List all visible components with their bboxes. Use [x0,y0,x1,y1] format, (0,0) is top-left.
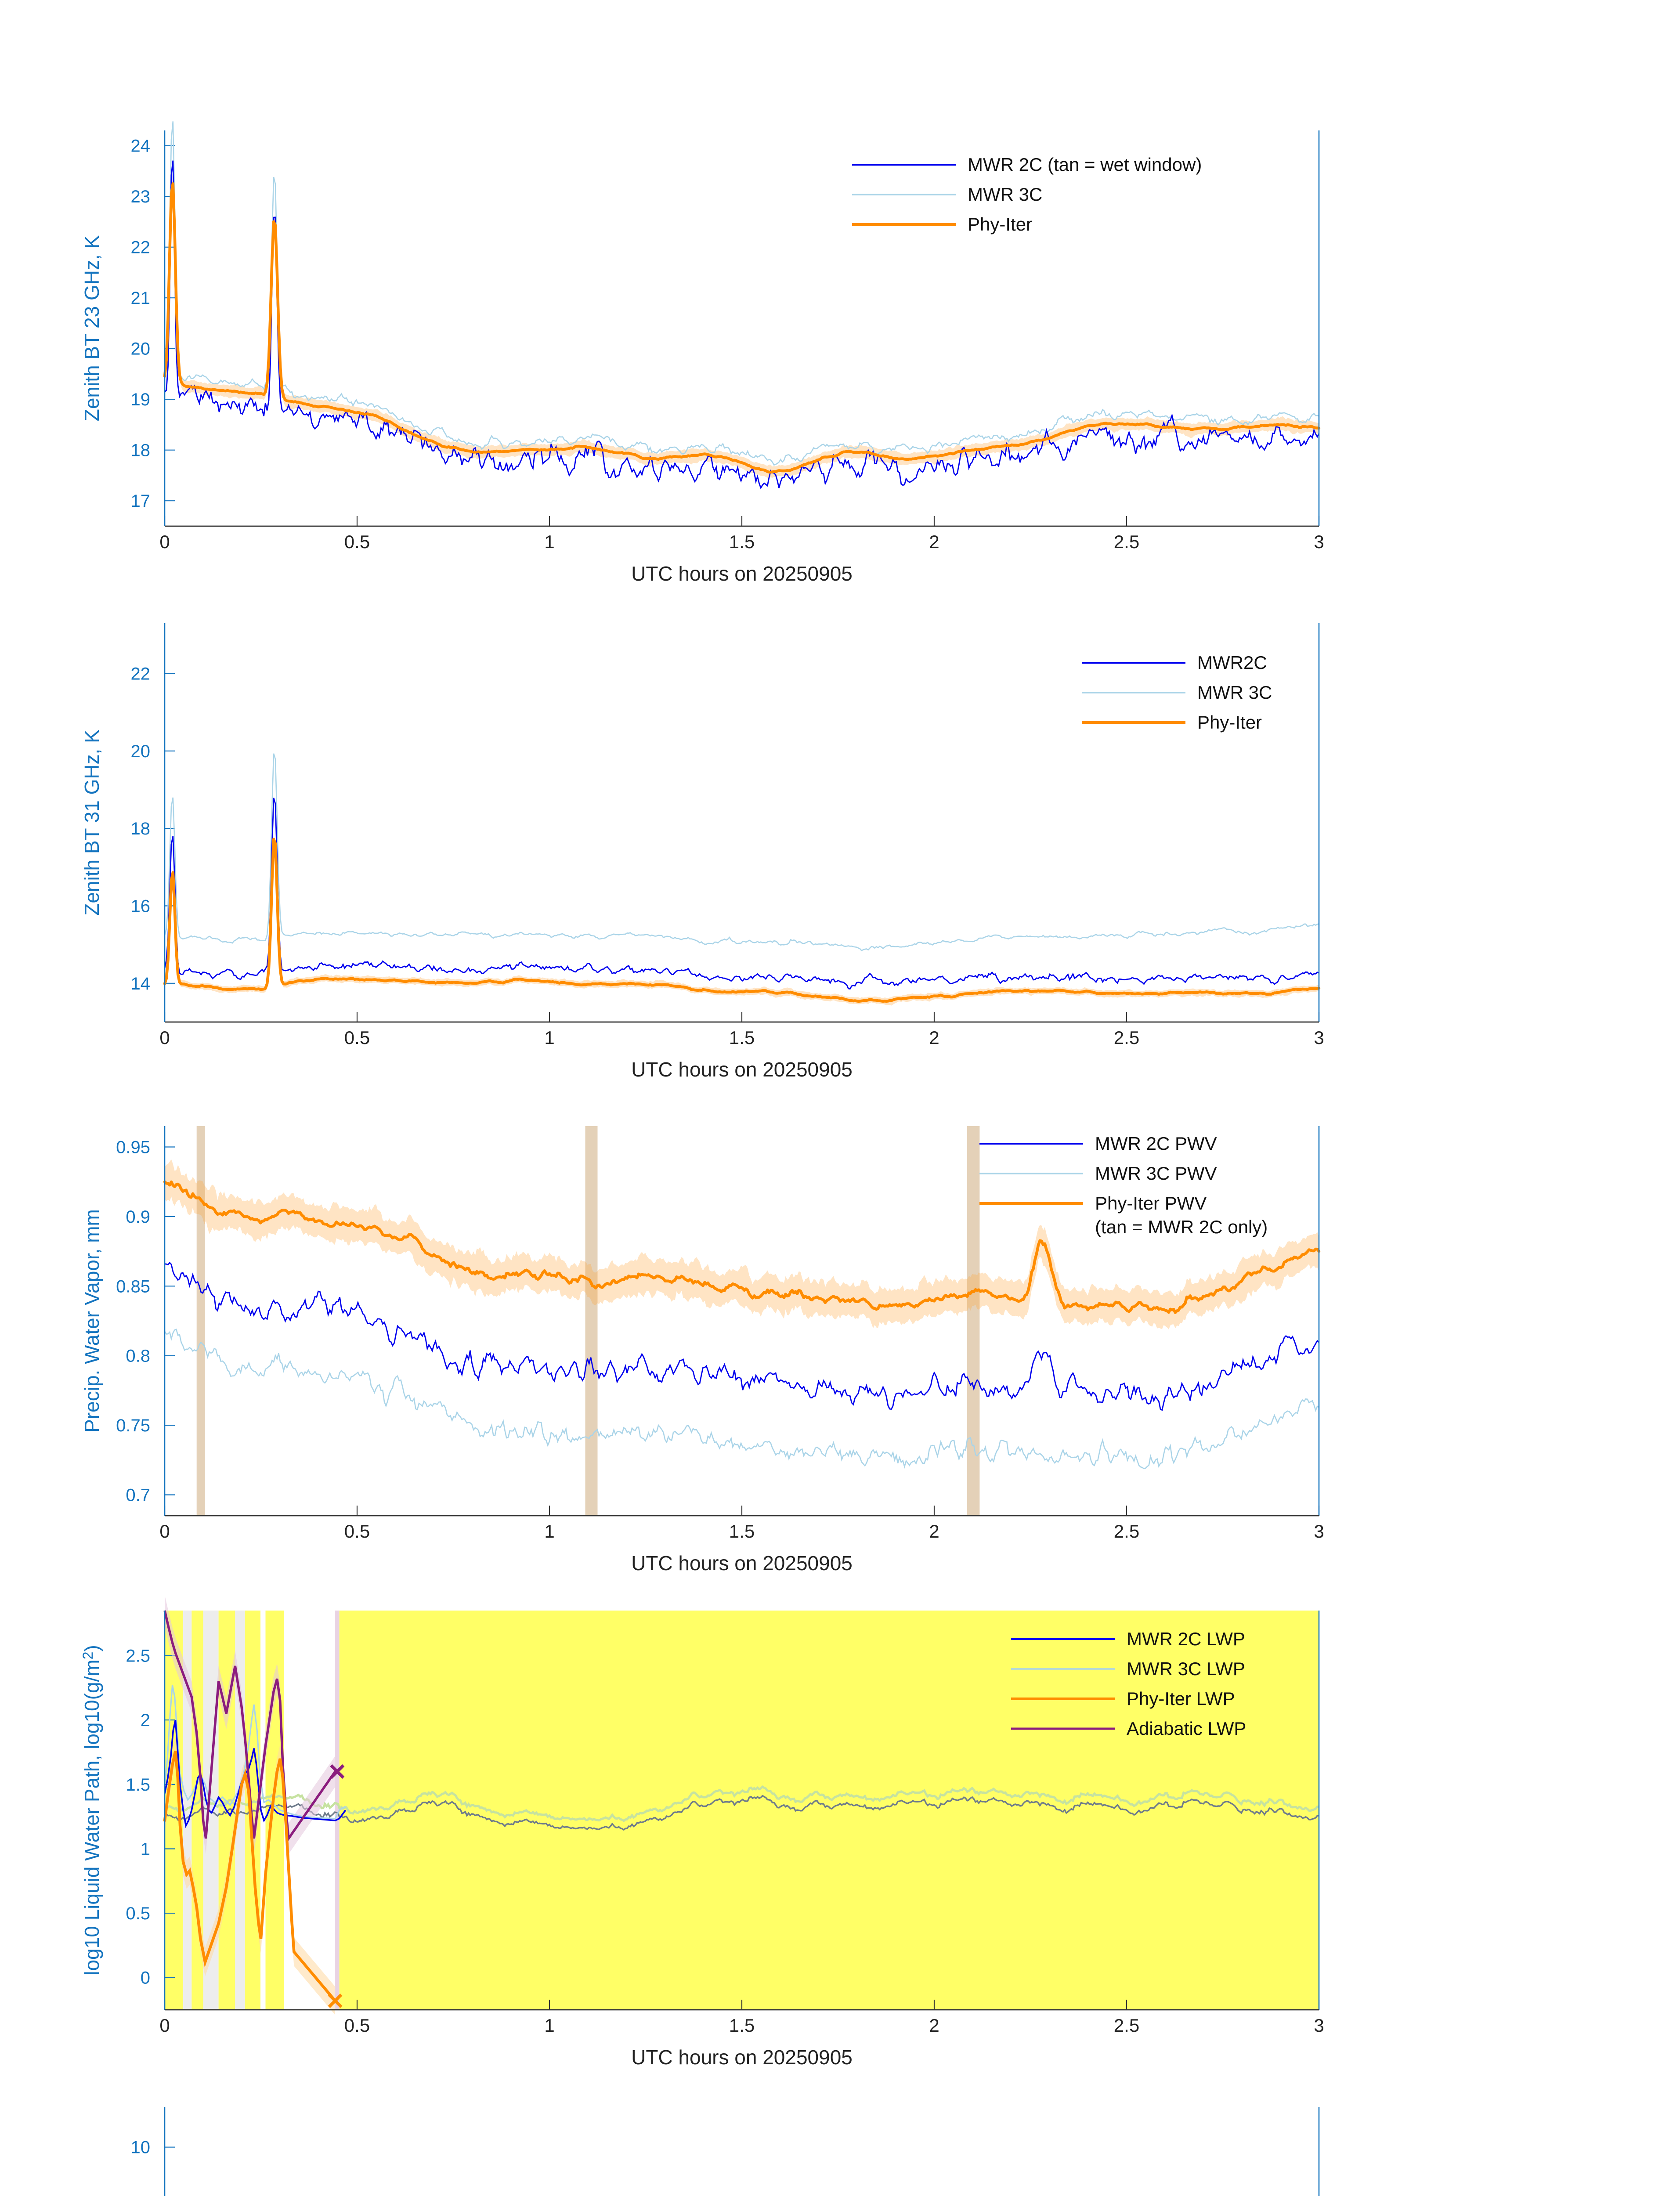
svg-text:Phy-Iter PWV: Phy-Iter PWV [1095,1193,1207,1214]
svg-text:UTC hours on 20250905: UTC hours on 20250905 [631,1058,853,1081]
svg-text:0.5: 0.5 [344,1521,370,1542]
svg-text:0.9: 0.9 [126,1207,150,1227]
svg-text:1.5: 1.5 [729,1027,755,1048]
svg-text:1.5: 1.5 [729,1521,755,1542]
svg-text:2.5: 2.5 [1114,1027,1139,1048]
svg-text:UTC hours on 20250905: UTC hours on 20250905 [631,2046,853,2069]
svg-text:MWR 3C LWP: MWR 3C LWP [1127,1658,1245,1679]
svg-text:0.75: 0.75 [116,1416,150,1435]
svg-text:1.5: 1.5 [729,2015,755,2036]
svg-text:10: 10 [131,2138,151,2157]
svg-text:17: 17 [131,491,151,511]
svg-text:20: 20 [131,742,151,761]
svg-text:18: 18 [131,819,151,838]
svg-text:24: 24 [131,137,151,156]
svg-text:0: 0 [159,2015,170,2036]
svg-text:22: 22 [131,238,151,257]
svg-text:14: 14 [131,974,151,993]
svg-text:22: 22 [131,665,151,684]
svg-text:MWR2C: MWR2C [1197,652,1267,673]
svg-text:Precip. Water Vapor, mm: Precip. Water Vapor, mm [80,1209,103,1433]
svg-text:2.5: 2.5 [1114,2015,1139,2036]
svg-text:0: 0 [159,1521,170,1542]
svg-text:(tan = MWR 2C only): (tan = MWR 2C only) [1095,1217,1268,1237]
svg-text:2.5: 2.5 [1114,1521,1139,1542]
svg-text:3: 3 [1314,2015,1324,2036]
svg-text:0.85: 0.85 [116,1277,150,1296]
svg-text:2: 2 [929,531,939,552]
svg-text:18: 18 [131,441,151,460]
svg-text:0: 0 [141,1968,150,1988]
svg-text:UTC hours on 20250905: UTC hours on 20250905 [631,1552,853,1575]
svg-text:3: 3 [1314,1521,1324,1542]
svg-text:0.5: 0.5 [126,1904,150,1923]
svg-text:Zenith BT 31 GHz, K: Zenith BT 31 GHz, K [80,730,103,916]
svg-text:log10 Liquid Water Path, log10: log10 Liquid Water Path, log10(g/m2) [80,1645,103,1976]
svg-text:21: 21 [131,289,151,308]
svg-text:1: 1 [544,1521,554,1542]
svg-text:3: 3 [1314,1027,1324,1048]
svg-text:MWR 3C: MWR 3C [1197,682,1272,703]
svg-text:0: 0 [159,1027,170,1048]
svg-text:Phy-Iter: Phy-Iter [1197,712,1262,733]
svg-text:1: 1 [141,1840,150,1859]
svg-text:0.8: 0.8 [126,1347,150,1366]
svg-text:1: 1 [544,1027,554,1048]
svg-text:23: 23 [131,187,151,206]
svg-text:0.5: 0.5 [344,1027,370,1048]
svg-text:Zenith BT 23 GHz, K: Zenith BT 23 GHz, K [80,235,103,421]
svg-text:20: 20 [131,340,151,359]
svg-text:1: 1 [544,2015,554,2036]
svg-text:UTC hours on 20250905: UTC hours on 20250905 [631,562,853,585]
svg-text:0.5: 0.5 [344,531,370,552]
svg-text:1.5: 1.5 [729,531,755,552]
svg-text:2: 2 [929,1027,939,1048]
svg-text:Phy-Iter: Phy-Iter [968,214,1032,235]
svg-text:16: 16 [131,897,151,916]
svg-text:0: 0 [159,531,170,552]
svg-text:3: 3 [1314,531,1324,552]
svg-text:Phy-Iter LWP: Phy-Iter LWP [1127,1688,1235,1709]
svg-text:MWR 2C (tan = wet window): MWR 2C (tan = wet window) [968,154,1202,175]
svg-text:19: 19 [131,390,151,409]
svg-text:MWR 2C PWV: MWR 2C PWV [1095,1133,1217,1154]
svg-text:MWR 3C: MWR 3C [968,184,1042,205]
svg-text:0.95: 0.95 [116,1138,150,1157]
svg-text:MWR 2C LWP: MWR 2C LWP [1127,1629,1245,1649]
svg-text:0.5: 0.5 [344,2015,370,2036]
svg-text:0.7: 0.7 [126,1486,150,1505]
svg-text:2: 2 [929,2015,939,2036]
svg-text:2.5: 2.5 [126,1647,150,1666]
svg-text:1.5: 1.5 [126,1775,150,1795]
svg-text:2: 2 [141,1711,150,1730]
svg-text:1: 1 [544,531,554,552]
svg-text:Adiabatic LWP: Adiabatic LWP [1127,1718,1246,1739]
svg-text:2.5: 2.5 [1114,531,1139,552]
svg-text:MWR 3C PWV: MWR 3C PWV [1095,1163,1217,1184]
svg-text:2: 2 [929,1521,939,1542]
